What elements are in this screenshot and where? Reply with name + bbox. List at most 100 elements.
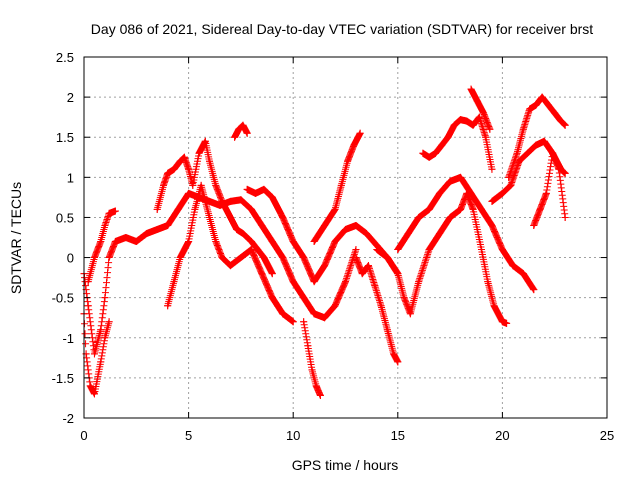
data-marker-trace xyxy=(394,173,538,294)
data-point xyxy=(358,270,366,278)
y-tick-label: 0.5 xyxy=(56,210,74,225)
data-point xyxy=(159,181,167,189)
data-point xyxy=(258,270,266,278)
x-tick-label: 10 xyxy=(286,428,300,443)
sat-track-8 xyxy=(300,318,324,400)
data-point xyxy=(111,238,119,246)
y-tick-label: 2.5 xyxy=(56,50,74,65)
data-point xyxy=(231,133,239,141)
data-point xyxy=(436,189,444,197)
data-point xyxy=(185,189,193,197)
data-point xyxy=(226,197,234,205)
data-point xyxy=(189,181,197,189)
data-point xyxy=(383,254,391,262)
grid-layer xyxy=(84,57,607,418)
data-point xyxy=(431,149,439,157)
data-point xyxy=(394,246,402,254)
data-point xyxy=(513,149,521,157)
chart-title: Day 086 of 2021, Sidereal Day-to-day VTE… xyxy=(91,21,593,37)
data-point xyxy=(457,173,465,181)
data-point xyxy=(101,221,109,229)
data-point xyxy=(143,229,151,237)
data-point xyxy=(226,213,234,221)
data-point xyxy=(477,205,485,213)
data-point xyxy=(101,294,109,302)
data-point xyxy=(218,197,226,205)
data-point xyxy=(490,302,498,310)
ticks-layer: 0 5 10 15 20 25 -2 -1.5 -1 -0.5 0 0.5 1 1.5 2 2.5 xyxy=(52,50,615,443)
data-point xyxy=(561,213,569,221)
data-point xyxy=(373,246,381,254)
data-point xyxy=(549,149,557,157)
data-point xyxy=(164,169,172,177)
data-point xyxy=(371,282,379,290)
data-point xyxy=(97,326,105,334)
data-point xyxy=(498,318,506,326)
data-point xyxy=(191,205,199,213)
data-point xyxy=(509,262,517,270)
data-point xyxy=(350,141,358,149)
data-point xyxy=(390,350,398,358)
data-point xyxy=(105,209,113,217)
data-point xyxy=(404,229,412,237)
y-tick-label: 0 xyxy=(67,251,74,266)
data-point xyxy=(218,254,226,262)
y-tick-label: -0.5 xyxy=(52,291,74,306)
data-point xyxy=(237,254,245,262)
data-point xyxy=(488,165,496,173)
data-point xyxy=(254,246,262,254)
data-point xyxy=(279,254,287,262)
data-point xyxy=(122,234,130,241)
x-tick-label: 25 xyxy=(600,428,614,443)
data-point xyxy=(415,278,423,286)
y-axis-title: SDTVAR / TECUs xyxy=(8,182,24,294)
sat-track-5 xyxy=(164,181,297,326)
data-point xyxy=(170,165,178,173)
data-point xyxy=(247,238,255,246)
data-point xyxy=(260,185,268,193)
sat-track-10 xyxy=(352,254,402,366)
data-point xyxy=(425,205,433,213)
data-point xyxy=(544,101,552,109)
data-point xyxy=(300,318,308,326)
data-point xyxy=(477,246,485,254)
data-point xyxy=(235,125,243,133)
data-point xyxy=(356,129,364,137)
data-point xyxy=(488,197,496,205)
data-point xyxy=(176,157,184,165)
x-tick-label: 15 xyxy=(391,428,405,443)
data-marker-trace xyxy=(153,137,276,278)
data-point xyxy=(415,213,423,221)
data-point xyxy=(482,133,490,141)
data-point xyxy=(101,334,109,342)
data-point xyxy=(206,213,214,221)
data-point xyxy=(486,125,494,133)
data-point xyxy=(519,125,527,133)
data-point xyxy=(450,121,458,129)
data-point xyxy=(212,181,220,189)
data-point xyxy=(419,149,427,157)
data-point xyxy=(321,221,329,229)
data-point xyxy=(206,157,214,165)
data-point xyxy=(90,390,98,398)
data-point xyxy=(557,117,565,125)
x-tick-label: 0 xyxy=(80,428,87,443)
data-point xyxy=(436,229,444,237)
data-point xyxy=(247,205,255,213)
sat-track-12 xyxy=(394,173,538,294)
data-point xyxy=(132,238,140,246)
data-point xyxy=(97,358,105,366)
data-point xyxy=(394,358,402,366)
data-point xyxy=(174,205,182,213)
data-point xyxy=(457,116,465,124)
data-point xyxy=(480,109,488,117)
y-tick-label: 1 xyxy=(67,170,74,185)
data-point xyxy=(247,246,255,254)
data-point xyxy=(97,238,105,246)
data-point xyxy=(444,133,452,141)
data-point xyxy=(342,225,349,233)
data-point xyxy=(469,121,477,129)
data-point xyxy=(337,181,345,189)
data-point xyxy=(310,310,318,318)
